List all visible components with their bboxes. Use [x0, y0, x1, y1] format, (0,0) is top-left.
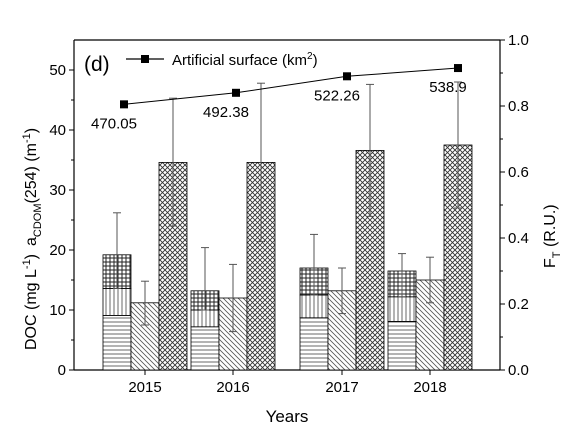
artificial-surface-point: [232, 88, 240, 97]
doc-bar-error: [201, 247, 209, 311]
y-right-tick-label: 0.4: [508, 230, 529, 247]
doc-bar-segment-middle: [387, 296, 417, 322]
chart-text: 0 10 20 30 40 50 0.0 0.2 0.4 0.6 0.8 1.0 2015 2016 201…: [49, 32, 529, 396]
y-left-tick-label: 40: [49, 122, 66, 139]
acdom-bar-error: [454, 81, 462, 209]
artificial-surface-data-label: 522.26: [314, 87, 360, 104]
y-left-tick-label: 10: [49, 302, 66, 319]
y-left-tick-label: 30: [49, 182, 66, 199]
y-right-tick-label: 0.0: [508, 362, 529, 379]
y-right-tick-label: 0.6: [508, 164, 529, 181]
x-tick-label: 2018: [413, 379, 446, 396]
doc-bar-error: [113, 212, 121, 289]
bars: [102, 144, 473, 371]
x-axis-title: Years: [266, 407, 309, 426]
artificial-surface-point: [120, 100, 128, 109]
doc-bar-segment-middle: [190, 309, 220, 328]
middle-bar-error: [338, 267, 346, 315]
doc-bar-segment-bottom: [190, 326, 220, 371]
doc-bar-segment-middle: [299, 294, 329, 319]
artificial-surface-data-label: 470.05: [91, 115, 137, 132]
doc-bar-segment-bottom: [299, 317, 329, 371]
y-axis-title-bottom: DOC (mg L-1): [21, 254, 40, 350]
doc-bar-segment-bottom: [387, 320, 417, 371]
middle-bar-error: [426, 256, 434, 304]
y-right-tick-label: 1.0: [508, 32, 529, 49]
x-tick-label: 2017: [325, 379, 358, 396]
acdom-bar-error: [169, 97, 177, 227]
legend: Artificial surface (km2): [126, 51, 318, 69]
legend-marker: [141, 55, 149, 63]
artificial-surface-point: [343, 72, 351, 81]
artificial-surface-point: [454, 64, 462, 73]
artificial-surface-data-label: 538.9: [429, 79, 467, 96]
middle-bar-error: [141, 280, 149, 326]
artificial-surface-polyline: [123, 67, 459, 105]
middle-bar-error: [229, 263, 237, 333]
doc-bar-error: [398, 253, 406, 298]
y-right-tick-label: 0.8: [508, 98, 529, 115]
y-left-tick-label: 0: [58, 362, 66, 379]
y-left-tick-label: 50: [49, 62, 66, 79]
panel-label: (d): [84, 53, 110, 76]
error-bars: [113, 81, 462, 333]
artificial-surface-line: [120, 64, 462, 109]
y-right-tick-label: 0.2: [508, 296, 529, 313]
y-left-tick-label: 20: [49, 242, 66, 259]
acdom-bar-error: [257, 82, 265, 243]
doc-bar-segment-bottom: [102, 314, 132, 371]
legend-label: Artificial surface (km2): [172, 51, 318, 69]
doc-bar-error: [310, 233, 318, 296]
y-axis-title-right: FT (R.U.): [542, 204, 563, 268]
artificial-surface-data-label: 492.38: [203, 104, 249, 121]
y-axis-title-top: aCDOM(254) (m-1): [21, 128, 44, 246]
doc-bar-segment-middle: [102, 287, 132, 316]
x-tick-label: 2015: [128, 379, 161, 396]
acdom-bar-error: [366, 83, 374, 217]
x-tick-label: 2016: [216, 379, 249, 396]
